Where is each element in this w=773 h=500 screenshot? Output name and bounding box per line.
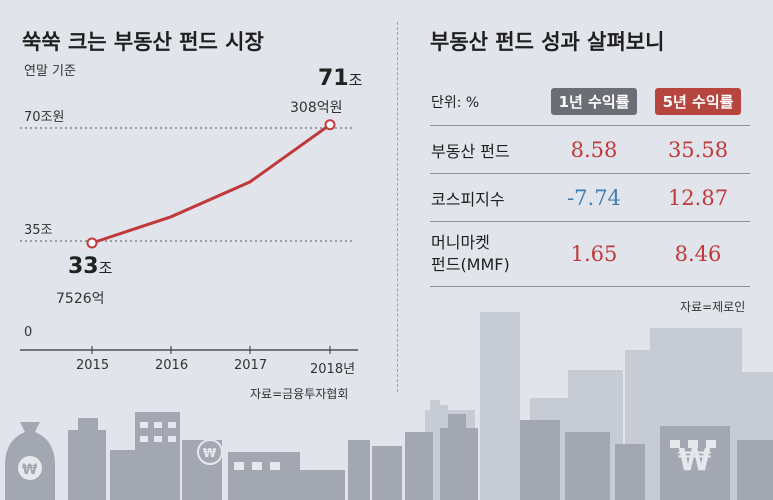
y-tick-label-35: 35조 [24, 223, 53, 238]
row-value-1yr: 1.65 [542, 221, 646, 287]
y-tick-label-70: 70조원 [24, 110, 65, 125]
right-source: 자료=제로인 [680, 300, 746, 314]
col-header-5yr: 5년 수익률 [654, 88, 742, 115]
row-value-5yr: 8.46 [646, 221, 750, 287]
series-line [91, 123, 331, 245]
table-row: 부동산 펀드 8.58 35.58 [430, 125, 750, 174]
series-point-2018 [324, 119, 336, 131]
end-value-sub: 308억원 [290, 100, 343, 116]
start-value-unit: 조 [98, 259, 113, 277]
right-title: 부동산 펀드 성과 살펴보니 [430, 30, 665, 54]
svg-text:₩: ₩ [203, 446, 217, 460]
row-name: 코스피지수 [430, 173, 542, 222]
table-row: 코스피지수 -7.74 12.87 [430, 173, 750, 222]
left-source: 자료=금융투자협회 [250, 387, 349, 401]
start-value-sub: 7526억 [56, 291, 105, 307]
end-value-big: 71 [318, 66, 349, 91]
row-value-1yr: -7.74 [542, 173, 646, 222]
table-header-row: 단위: % 1년 수익률 5년 수익률 [430, 78, 750, 126]
panel-divider [397, 22, 398, 392]
series-point-2015 [86, 237, 98, 249]
col-header-1yr: 1년 수익률 [550, 88, 638, 115]
row-name: 부동산 펀드 [430, 125, 542, 174]
svg-text:₩: ₩ [22, 462, 38, 478]
start-value-big: 33 [68, 254, 99, 279]
row-value-5yr: 12.87 [646, 173, 750, 222]
row-value-1yr: 8.58 [542, 125, 646, 174]
left-subtitle: 연말 기준 [24, 64, 76, 79]
unit-label: 단위: % [430, 78, 542, 126]
x-tick-label-2017: 2017 [234, 358, 268, 373]
x-tick-label-2018: 2018년 [310, 362, 356, 377]
x-tick-label-2016: 2016 [155, 358, 189, 373]
row-value-5yr: 35.58 [646, 125, 750, 174]
end-value-label: 71조 [318, 66, 362, 91]
table-row: 머니마켓 펀드(MMF) 1.65 8.46 [430, 221, 750, 287]
row-name-line2: 펀드(MMF) [431, 255, 510, 274]
end-value-unit: 조 [348, 71, 363, 89]
left-title: 쑥쑥 크는 부동산 펀드 시장 [22, 30, 264, 54]
x-tick-label-2015: 2015 [76, 358, 110, 373]
start-value-label: 33조 [68, 254, 112, 279]
returns-table: 단위: % 1년 수익률 5년 수익률 부동산 펀드 8.58 35.58 코스… [430, 78, 750, 287]
y-tick-label-0: 0 [24, 325, 33, 340]
row-name-line1: 머니마켓 [431, 233, 490, 252]
row-name: 머니마켓 펀드(MMF) [430, 221, 542, 287]
svg-text:₩: ₩ [678, 443, 711, 478]
